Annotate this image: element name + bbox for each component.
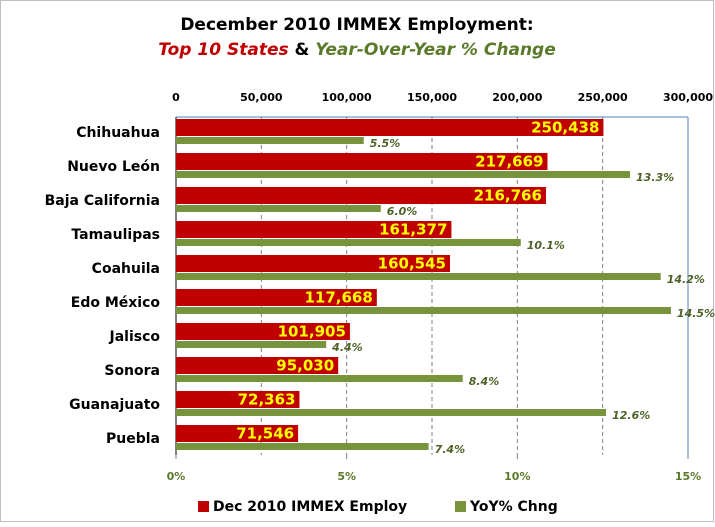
chart-subtitle: Top 10 States & Year-Over-Year % Change [158, 40, 556, 60]
y-tick-label: Edo México [71, 295, 161, 311]
bar [176, 119, 604, 136]
data-label: 161,377 [379, 221, 447, 239]
x2-tick-label: 5% [337, 470, 356, 483]
data-label: 101,905 [278, 323, 346, 341]
y-tick-label: Jalisco [108, 329, 160, 345]
bar [176, 425, 299, 442]
bar [176, 443, 429, 450]
data-label: 6.0% [387, 205, 418, 218]
data-label: 217,669 [475, 153, 543, 171]
bar [176, 289, 377, 306]
x-tick-label: 150,000 [407, 91, 457, 104]
legend-label: YoY% Chng [469, 499, 558, 515]
x2-tick-label: 15% [675, 470, 701, 483]
bar [176, 391, 300, 408]
bar [176, 409, 607, 416]
bar [176, 205, 381, 212]
y-tick-label: Sonora [104, 363, 160, 379]
y-tick-label: Baja California [45, 193, 160, 209]
x-tick-label: 50,000 [240, 91, 283, 104]
x-tick-label: 0 [172, 91, 180, 104]
y-tick-label: Chihuahua [76, 125, 160, 141]
data-label: 7.4% [435, 443, 466, 456]
bar [176, 187, 546, 204]
bar [176, 357, 339, 374]
x2-tick-label: 10% [504, 470, 530, 483]
data-label: 5.5% [370, 137, 401, 150]
bar [176, 307, 671, 314]
y-tick-label: Puebla [106, 431, 160, 447]
data-label: 8.4% [469, 375, 500, 388]
chart-title: December 2010 IMMEX Employment: [180, 15, 533, 35]
data-label: 13.3% [636, 171, 674, 184]
data-label: 10.1% [527, 239, 565, 252]
data-label: 72,363 [238, 391, 296, 409]
bar [176, 221, 452, 238]
y-tick-label: Nuevo León [67, 159, 160, 175]
data-label: 4.4% [331, 341, 363, 354]
legend-swatch [198, 501, 209, 512]
subtitle-part: Year-Over-Year % Change [315, 40, 555, 60]
data-label: 12.6% [612, 409, 650, 422]
x2-tick-label: 0% [167, 470, 186, 483]
data-label: 250,438 [531, 119, 599, 137]
x-tick-label: 100,000 [322, 91, 372, 104]
data-label: 95,030 [276, 357, 334, 375]
y-tick-label: Guanajuato [69, 397, 160, 413]
x-tick-label: 300,000 [663, 91, 713, 104]
legend-label: Dec 2010 IMMEX Employ [213, 499, 407, 515]
bar [176, 273, 661, 280]
x-tick-label: 250,000 [578, 91, 628, 104]
legend-swatch [455, 501, 466, 512]
x-tick-label: 200,000 [492, 91, 542, 104]
bar [176, 137, 364, 144]
data-label: 117,668 [304, 289, 372, 307]
bar [176, 341, 327, 348]
data-label: 71,546 [236, 425, 294, 443]
bar [176, 239, 521, 246]
data-label: 216,766 [474, 187, 542, 205]
subtitle-part: Top 10 States [158, 40, 288, 60]
y-tick-label: Coahuila [92, 261, 160, 277]
y-tick-label: Tamaulipas [71, 227, 160, 243]
data-label: 14.2% [667, 273, 705, 286]
data-label: 160,545 [378, 255, 446, 273]
data-label: 14.5% [677, 307, 715, 320]
bar [176, 375, 463, 382]
bar [176, 323, 350, 340]
bar [176, 255, 450, 272]
bar [176, 171, 630, 178]
bar [176, 153, 548, 170]
subtitle-part: & [295, 40, 310, 60]
